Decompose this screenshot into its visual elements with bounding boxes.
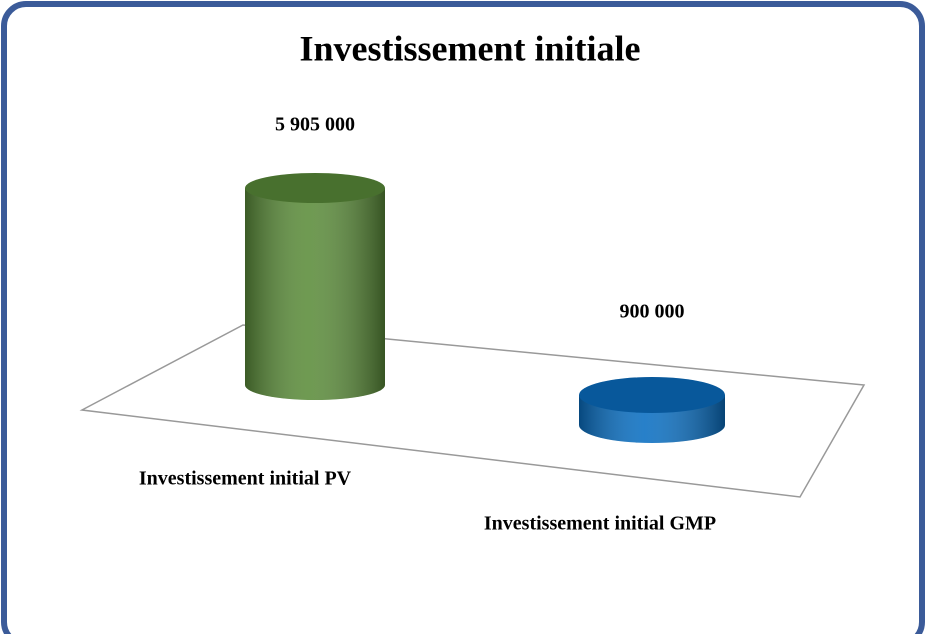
bar-top-shade bbox=[579, 376, 725, 413]
bar-top bbox=[579, 376, 725, 413]
value-label: 900 000 bbox=[620, 301, 685, 323]
bar-top-shade bbox=[245, 173, 385, 203]
value-label: 5 905 000 bbox=[275, 114, 355, 136]
floor bbox=[79, 324, 866, 498]
category-label: Investissement initial GMP bbox=[484, 513, 716, 535]
bar-shade bbox=[245, 188, 385, 400]
bar-top bbox=[245, 173, 385, 203]
chart-title: Investissement initiale bbox=[300, 28, 641, 68]
category-label: Investissement initial PV bbox=[139, 468, 352, 490]
